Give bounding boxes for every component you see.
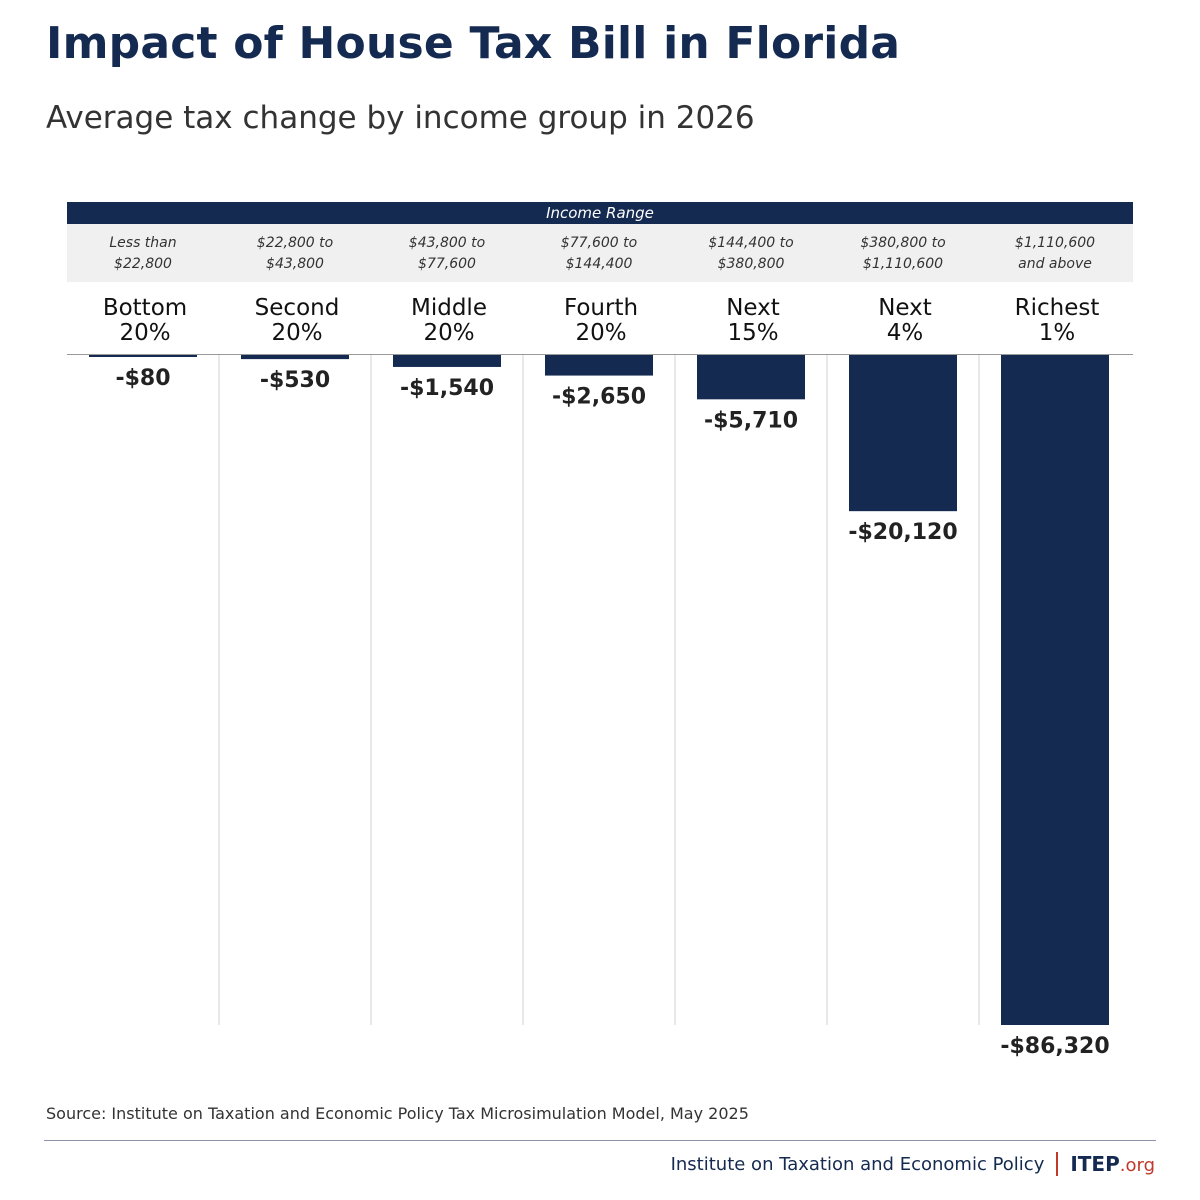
- source-note: Source: Institute on Taxation and Econom…: [46, 1104, 749, 1123]
- income-range-cell: $77,600 to $144,400: [560, 235, 638, 272]
- income-range-header: Income Range: [67, 202, 1133, 224]
- group-label: Richest 1%: [1014, 295, 1100, 346]
- bar-value-label: -$86,320: [1000, 1034, 1109, 1059]
- bar: [241, 355, 349, 360]
- income-range-cell: Less than $22,800: [109, 235, 177, 272]
- bar: [545, 355, 653, 376]
- bar-value-label: -$1,540: [400, 376, 494, 401]
- bar-value-label: -$80: [115, 366, 170, 391]
- itep-logo[interactable]: ITEP.org: [1070, 1152, 1155, 1176]
- footer: Institute on Taxation and Economic Polic…: [671, 1152, 1155, 1176]
- bar: [849, 355, 957, 512]
- chart-title: Impact of House Tax Bill in Florida: [46, 18, 901, 69]
- footer-separator: [1056, 1152, 1059, 1176]
- income-range-band: Less than $22,800 $22,800 to $43,800 $43,8…: [67, 224, 1133, 282]
- income-range-cell: $1,110,600 and above: [1014, 235, 1096, 272]
- bar: [393, 355, 501, 367]
- group-label: Second 20%: [254, 295, 340, 346]
- group-label: Fourth 20%: [563, 295, 639, 346]
- income-range-cell: $22,800 to $43,800: [256, 235, 334, 272]
- bar: [89, 355, 197, 357]
- footer-org-name: Institute on Taxation and Economic Polic…: [670, 1153, 1045, 1175]
- income-range-cell: $43,800 to $77,600: [408, 235, 486, 272]
- group-label: Middle 20%: [411, 295, 487, 346]
- bar: [1001, 355, 1109, 1025]
- income-range-cell: $144,400 to $380,800: [708, 235, 794, 272]
- footer-divider: [44, 1140, 1156, 1141]
- income-range-cell: $380,800 to $1,110,600: [860, 235, 946, 272]
- group-label: Bottom 20%: [102, 295, 188, 346]
- bar-value-label: -$530: [260, 368, 330, 393]
- group-label: Next 4%: [878, 295, 932, 346]
- bar-chart: -$80 -$530 -$1,540 -$2,650 -$5,710 -$20,120 -$…: [89, 355, 1110, 1059]
- bar-value-label: -$2,650: [552, 385, 646, 410]
- zero-baseline: [67, 354, 1133, 355]
- bar: [697, 355, 805, 400]
- chart-subtitle: Average tax change by income group in 20…: [46, 100, 755, 136]
- bar-value-label: -$20,120: [848, 520, 957, 545]
- group-label: Next 15%: [726, 295, 780, 346]
- bar-value-label: -$5,710: [704, 408, 798, 433]
